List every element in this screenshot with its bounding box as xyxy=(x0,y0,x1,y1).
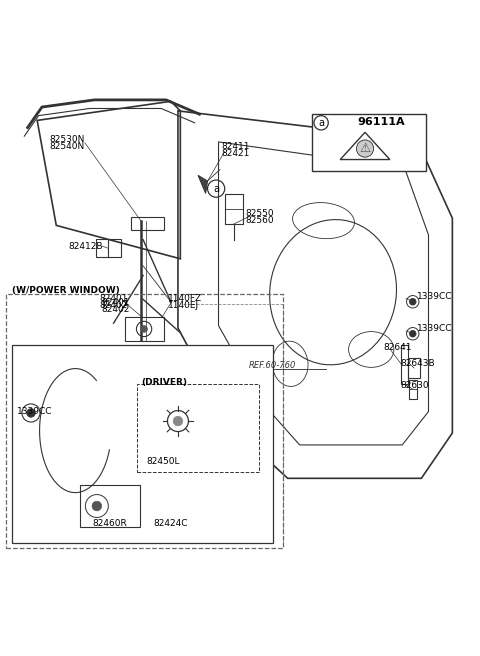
Text: a: a xyxy=(213,184,219,194)
Bar xyxy=(124,317,164,341)
Text: 82402: 82402 xyxy=(99,301,128,310)
Text: (W/POWER WINDOW): (W/POWER WINDOW) xyxy=(12,286,120,295)
Bar xyxy=(409,380,417,399)
Bar xyxy=(137,384,259,472)
Bar xyxy=(96,239,120,257)
Text: 82412B: 82412B xyxy=(68,242,103,251)
Text: 1339CC: 1339CC xyxy=(417,325,452,333)
Polygon shape xyxy=(198,175,207,194)
Text: 82630: 82630 xyxy=(400,380,429,390)
Text: 82402: 82402 xyxy=(102,305,130,314)
Text: 82460R: 82460R xyxy=(92,519,127,528)
Bar xyxy=(225,194,243,224)
Text: 82540N: 82540N xyxy=(49,142,84,151)
Text: 1339CC: 1339CC xyxy=(17,407,53,415)
Text: 82641: 82641 xyxy=(383,342,412,352)
Circle shape xyxy=(92,501,102,511)
Text: 82421: 82421 xyxy=(222,150,250,158)
Text: REF.60-760: REF.60-760 xyxy=(249,361,296,370)
Text: 82550: 82550 xyxy=(246,209,275,218)
Bar xyxy=(80,485,140,527)
Circle shape xyxy=(141,325,147,333)
Bar xyxy=(312,114,426,171)
Text: 82530N: 82530N xyxy=(49,135,84,144)
Bar xyxy=(131,216,164,230)
Bar xyxy=(408,358,420,378)
Text: a: a xyxy=(318,118,324,128)
Circle shape xyxy=(27,409,35,417)
Text: ⚠: ⚠ xyxy=(360,142,371,155)
Text: 82643B: 82643B xyxy=(400,359,435,368)
Text: 82450L: 82450L xyxy=(146,457,180,466)
Text: 82401: 82401 xyxy=(99,294,128,303)
Text: (DRIVER): (DRIVER) xyxy=(142,379,188,388)
Bar xyxy=(401,344,408,384)
Text: 1140FZ: 1140FZ xyxy=(168,294,202,303)
Text: 82401: 82401 xyxy=(102,298,130,307)
Text: 1140EJ: 1140EJ xyxy=(168,301,199,310)
Circle shape xyxy=(409,298,416,305)
Text: 82424C: 82424C xyxy=(153,519,188,528)
Circle shape xyxy=(357,140,373,157)
Circle shape xyxy=(409,331,416,337)
Text: 82411: 82411 xyxy=(222,142,251,151)
Text: 82560: 82560 xyxy=(246,216,275,225)
Bar xyxy=(12,344,274,543)
Text: 96111A: 96111A xyxy=(357,117,405,127)
Text: 1339CC: 1339CC xyxy=(417,293,452,302)
Circle shape xyxy=(173,417,183,426)
